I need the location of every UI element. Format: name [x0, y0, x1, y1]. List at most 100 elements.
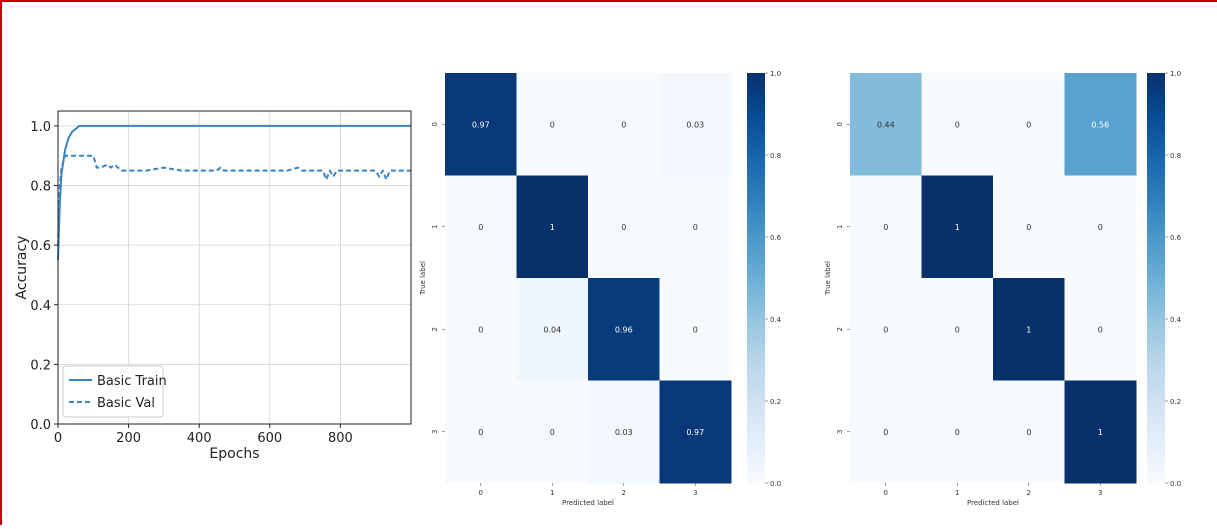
cell-value-label: 0.56 [1091, 120, 1109, 129]
matrix-cell [516, 73, 589, 176]
matrix-cell [588, 73, 660, 176]
cell-value-label: 0 [883, 428, 888, 437]
x-tick-label: 0 [54, 431, 62, 446]
matrix-cell [1064, 175, 1137, 279]
matrix-cell [921, 73, 994, 176]
matrix-cell [588, 380, 660, 484]
matrix-cell [516, 175, 589, 279]
y-tick-label: 0.0 [30, 418, 51, 433]
legend: Basic Train Basic Val [62, 365, 167, 418]
cell-value-label: 0 [955, 428, 960, 437]
cell-value-label: 0 [883, 223, 888, 232]
matrix-cell [445, 175, 517, 279]
y-tick-label: 0 [431, 122, 439, 126]
x-tick-label: 200 [116, 431, 141, 446]
x-tick-label: 800 [328, 431, 353, 446]
series-line-basic-val [57, 154, 411, 246]
cell-value-label: 0 [621, 120, 626, 129]
x-tick-label: 0 [884, 489, 888, 497]
cell-value-label: 0.03 [615, 428, 633, 437]
legend-label: Basic Val [97, 396, 155, 411]
matrix-cell [445, 278, 517, 381]
cell-value-label: 0 [1026, 120, 1031, 129]
colorbar-tick-label: 0.6 [770, 234, 782, 242]
colorbar-tick-label: 0.4 [1170, 316, 1182, 324]
matrix-cell [850, 278, 922, 381]
x-tick-label: 2 [1027, 489, 1031, 497]
x-tick-label: 2 [622, 489, 626, 497]
cell-value-label: 0 [693, 325, 698, 334]
colorbar [1147, 73, 1165, 483]
cell-value-label: 0 [883, 325, 888, 334]
cell-value-label: 1 [955, 223, 960, 232]
cell-value-label: 0 [1026, 428, 1031, 437]
x-tick-label: 400 [187, 431, 212, 446]
cell-value-label: 0 [693, 223, 698, 232]
colorbar-tick-label: 0.8 [1170, 152, 1181, 160]
x-tick-label: 600 [257, 431, 282, 446]
y-tick-label: 0.4 [30, 299, 51, 314]
y-tick-label: 0.8 [30, 180, 51, 195]
colorbar-tick-label: 1.0 [770, 70, 781, 78]
y-tick-label: 0.6 [30, 239, 51, 254]
matrix-cell [993, 175, 1065, 279]
x-tick-label: 1 [955, 489, 959, 497]
colorbar-tick-label: 0.0 [770, 480, 781, 488]
x-axis-label: Predicted label [562, 499, 614, 507]
confusion-matrix-2: 0.44 0 0 0.56 0 1 0 0 0 0 1 0 0 0 0 1 0 1 2 3 0 1 2 3 Predicted … [824, 70, 1182, 507]
colorbar-tick-label: 0.4 [770, 316, 782, 324]
matrix-cell [993, 278, 1065, 381]
series-line-basic-train [57, 124, 411, 261]
matrix-cell [516, 278, 589, 381]
matrix-cell [850, 73, 922, 176]
x-tick-label: 3 [693, 489, 697, 497]
cell-value-label: 0 [550, 428, 555, 437]
cell-value-label: 0.04 [543, 325, 561, 334]
cell-value-label: 0 [1098, 325, 1103, 334]
matrix-cell [659, 278, 732, 381]
y-axis-label: Accuracy [14, 236, 30, 300]
y-tick-label: 0.2 [30, 358, 51, 373]
colorbar [747, 73, 765, 483]
cell-value-label: 0 [1026, 223, 1031, 232]
matrix-cell [850, 175, 922, 279]
y-tick-label: 3 [431, 430, 439, 434]
accuracy-chart: 0 200 400 600 800 0.0 0.2 0.4 0.6 0.8 1.0 Epochs Acc… [14, 110, 412, 462]
legend-label: Basic Train [97, 374, 167, 389]
cell-value-label: 0 [478, 325, 483, 334]
matrix-cell [921, 175, 994, 279]
y-tick-label: 1 [431, 225, 439, 229]
matrix-cell [588, 175, 660, 279]
colorbar-tick-label: 0.2 [770, 398, 781, 406]
matrix-cell [445, 380, 517, 484]
cell-value-label: 0 [478, 223, 483, 232]
y-tick-label: 1 [836, 225, 844, 229]
y-tick-label: 2 [836, 327, 844, 331]
matrix-cell [659, 380, 732, 484]
matrix-cell [1064, 380, 1137, 484]
y-axis-label: True label [824, 261, 832, 296]
matrix-cell [1064, 73, 1137, 176]
cell-value-label: 0 [955, 325, 960, 334]
matrix-cell [993, 73, 1065, 176]
cell-value-label: 0.97 [472, 120, 490, 129]
confusion-matrix-1: 0.97 0 0 0.030 1 0 00 0.04 0.96 00 0 0.03 0.970 1 2 301… [419, 70, 782, 507]
matrix-cell [993, 380, 1065, 484]
plot-frame [57, 110, 412, 425]
matrix-cell [921, 380, 994, 484]
colorbar-tick-label: 0.0 [1170, 480, 1181, 488]
y-tick-label: 2 [431, 327, 439, 331]
matrix-cell [588, 278, 660, 381]
cell-value-label: 0.44 [877, 120, 895, 129]
cell-value-label: 0 [621, 223, 626, 232]
cell-value-label: 0 [478, 428, 483, 437]
colorbar-tick-label: 1.0 [1170, 70, 1181, 78]
y-axis-label: True label [419, 261, 427, 296]
colorbar-tick-label: 0.2 [1170, 398, 1181, 406]
matrix-cell [659, 73, 732, 176]
x-tick-label: 3 [1098, 489, 1102, 497]
cell-value-label: 1 [1098, 428, 1103, 437]
legend-box [62, 365, 164, 418]
y-tick-label: 0 [836, 122, 844, 126]
